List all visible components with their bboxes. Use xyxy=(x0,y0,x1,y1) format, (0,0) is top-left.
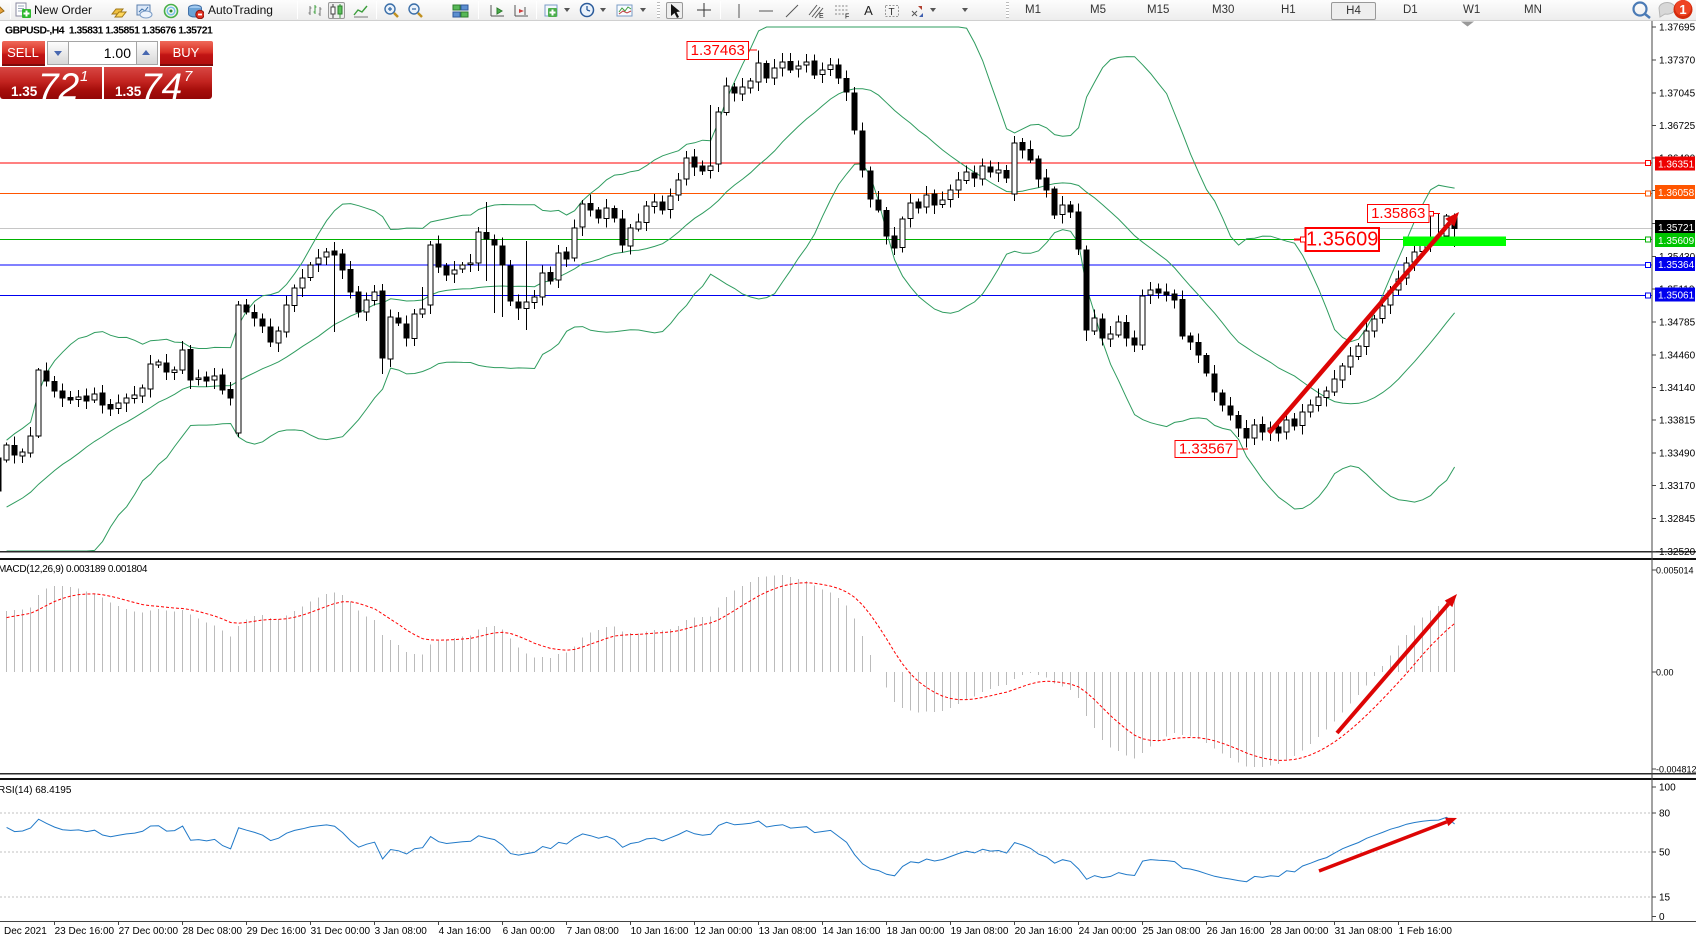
svg-text:1.36058: 1.36058 xyxy=(1658,188,1695,199)
svg-text:1.33815: 1.33815 xyxy=(1659,416,1696,427)
svg-text:23 Dec 16:00: 23 Dec 16:00 xyxy=(55,926,115,937)
svg-text:1.35609: 1.35609 xyxy=(1306,229,1378,251)
svg-text:F: F xyxy=(845,13,849,19)
svg-text:GBPUSD-,H4 1.35831 1.35851 1.: GBPUSD-,H4 1.35831 1.35851 1.35676 1.357… xyxy=(5,26,213,37)
svg-text:1.35364: 1.35364 xyxy=(1658,260,1695,271)
svg-text:50: 50 xyxy=(1659,847,1671,858)
svg-text:1.35609: 1.35609 xyxy=(1658,236,1695,247)
svg-text:13 Jan 08:00: 13 Jan 08:00 xyxy=(759,926,817,937)
svg-text:29 Dec 16:00: 29 Dec 16:00 xyxy=(247,926,307,937)
svg-text:1: 1 xyxy=(1679,2,1686,17)
svg-text:1.37463: 1.37463 xyxy=(691,42,745,59)
svg-text:12 Jan 00:00: 12 Jan 00:00 xyxy=(695,926,753,937)
svg-text:Dec 2021: Dec 2021 xyxy=(4,926,47,937)
svg-text:1.37695: 1.37695 xyxy=(1659,23,1696,34)
svg-text:19 Jan 08:00: 19 Jan 08:00 xyxy=(951,926,1009,937)
svg-text:20 Jan 16:00: 20 Jan 16:00 xyxy=(1015,926,1073,937)
svg-text:31 Dec 00:00: 31 Dec 00:00 xyxy=(311,926,371,937)
svg-text:10 Jan 16:00: 10 Jan 16:00 xyxy=(631,926,689,937)
svg-text:1.33170: 1.33170 xyxy=(1659,481,1696,492)
svg-text:1.32845: 1.32845 xyxy=(1659,514,1696,525)
svg-text:14 Jan 16:00: 14 Jan 16:00 xyxy=(823,926,881,937)
svg-text:100: 100 xyxy=(1659,783,1676,794)
svg-text:27 Dec 00:00: 27 Dec 00:00 xyxy=(119,926,179,937)
svg-text:1.35863: 1.35863 xyxy=(1371,205,1425,222)
svg-text:26 Jan 16:00: 26 Jan 16:00 xyxy=(1207,926,1265,937)
svg-text:1.36725: 1.36725 xyxy=(1659,121,1696,132)
svg-text:1.32520: 1.32520 xyxy=(1659,547,1696,558)
svg-text:0.005014: 0.005014 xyxy=(1656,565,1694,575)
svg-text:RSI(14) 68.4195: RSI(14) 68.4195 xyxy=(0,785,72,796)
svg-text:7 Jan 08:00: 7 Jan 08:00 xyxy=(567,926,620,937)
svg-text:6 Jan 00:00: 6 Jan 00:00 xyxy=(503,926,556,937)
svg-text:1.36351: 1.36351 xyxy=(1658,159,1695,170)
svg-text:80: 80 xyxy=(1659,809,1671,820)
svg-text:T: T xyxy=(889,7,895,18)
svg-text:3 Jan 08:00: 3 Jan 08:00 xyxy=(375,926,428,937)
svg-text:1.35061: 1.35061 xyxy=(1658,290,1695,301)
svg-text:1.34785: 1.34785 xyxy=(1659,317,1696,328)
svg-text:1.35721: 1.35721 xyxy=(1658,223,1695,234)
svg-text:1.34140: 1.34140 xyxy=(1659,383,1696,394)
svg-text:1.37370: 1.37370 xyxy=(1659,55,1696,66)
svg-text:1 Feb 16:00: 1 Feb 16:00 xyxy=(1399,926,1453,937)
svg-text:24 Jan 00:00: 24 Jan 00:00 xyxy=(1079,926,1137,937)
svg-text:28 Dec 08:00: 28 Dec 08:00 xyxy=(183,926,243,937)
svg-text:1.33490: 1.33490 xyxy=(1659,449,1696,460)
svg-text:4 Jan 16:00: 4 Jan 16:00 xyxy=(439,926,492,937)
svg-text:0.00: 0.00 xyxy=(1656,668,1674,678)
svg-text:18 Jan 00:00: 18 Jan 00:00 xyxy=(887,926,945,937)
svg-text:28 Jan 00:00: 28 Jan 00:00 xyxy=(1271,926,1329,937)
svg-text:-0.004812: -0.004812 xyxy=(1656,765,1696,775)
svg-text:MACD(12,26,9) 0.003189 0.00180: MACD(12,26,9) 0.003189 0.001804 xyxy=(0,564,148,575)
svg-text:15: 15 xyxy=(1659,893,1671,904)
svg-text:E: E xyxy=(819,13,824,19)
svg-text:25 Jan 08:00: 25 Jan 08:00 xyxy=(1143,926,1201,937)
svg-text:0: 0 xyxy=(1659,912,1665,923)
svg-text:1.34460: 1.34460 xyxy=(1659,350,1696,361)
svg-text:1.37045: 1.37045 xyxy=(1659,88,1696,99)
svg-text:31 Jan 08:00: 31 Jan 08:00 xyxy=(1335,926,1393,937)
svg-text:1.33567: 1.33567 xyxy=(1179,440,1233,457)
